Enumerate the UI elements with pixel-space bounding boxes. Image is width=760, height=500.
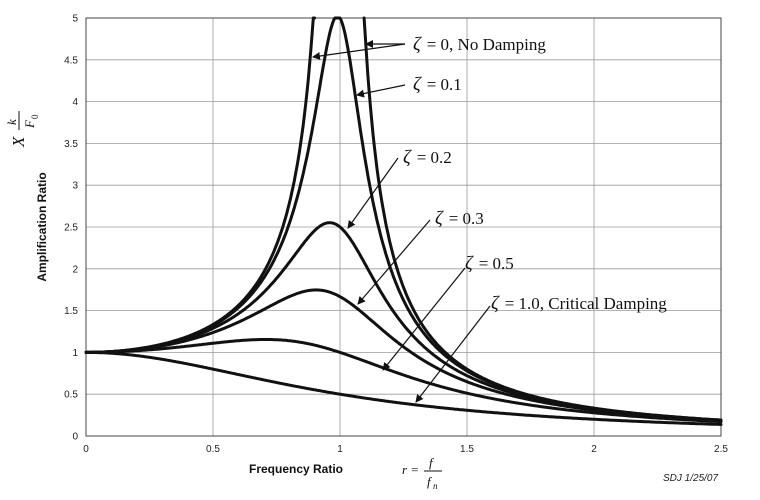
tick-labels: 0 0.5 1 1.5 2 2.5 0 0.5 1 1.5 2 2.5 3 3.5 4 4.5 5 [64,14,728,456]
y-formula-denominator-sub: 0 [30,114,40,119]
series-line-4 [84,338,723,424]
annotation-text: = 0.2 [417,148,452,167]
y-tick-label: 3 [72,181,78,192]
annotation-label-5: ζ = 1.0, Critical Damping [491,293,667,314]
x-tick-label: 1.5 [460,444,474,455]
zeta-symbol: ζ [465,253,474,274]
credit-text: SDJ 1/25/07 [663,473,718,484]
series-line-5 [84,350,723,426]
grid [85,17,722,437]
annotation-text: = 0.1 [427,75,462,94]
annotation-label-3: ζ = 0.3 [435,208,484,229]
x-formula-lhs: r = [402,462,419,477]
annotation-label-0: ζ = 0, No Damping [413,34,546,55]
y-tick-label: 1 [72,348,78,359]
annotation-arrow-5 [415,305,491,403]
x-formula-numerator: f [429,455,435,470]
annotation-arrow-1 [356,84,406,98]
y-tick-label: 0.5 [64,390,78,401]
series-line-1 [84,16,723,422]
x-formula-denominator-sub: n [433,481,438,491]
y-tick-label: 2 [72,264,78,275]
zeta-symbol: ζ [491,293,500,314]
x-axis-title: Frequency Ratio [249,462,343,476]
x-axis-formula: r = f f n [402,455,442,491]
x-tick-label: 2 [591,444,597,455]
zeta-symbol: ζ [403,147,412,168]
annotation-label-2: ζ = 0.2 [403,147,452,168]
annotation-text: = 0, No Damping [427,35,547,54]
annotation-arrows [312,40,491,403]
series-line-2 [84,221,723,422]
y-axis-title: Amplification Ratio [35,172,49,281]
annotation-label-4: ζ = 0.5 [465,253,514,274]
y-formula-numerator: k [4,119,19,125]
zeta-symbol: ζ [413,34,422,55]
annotation-text: = 0.5 [479,254,514,273]
y-formula-prefix: X [9,136,28,148]
annotation-arrow-3 [357,219,431,305]
y-formula-denominator: F [22,119,37,129]
x-tick-label: 0 [83,444,89,455]
x-formula-denominator: f [427,474,433,489]
y-tick-label: 3.5 [64,139,78,150]
y-tick-label: 2.5 [64,223,78,234]
annotation-text: = 0.3 [449,209,484,228]
y-tick-label: 4 [72,97,78,108]
annotation-arrow-0b [312,43,406,60]
series-line-3 [84,288,723,423]
zeta-symbol: ζ [413,74,422,95]
x-tick-label: 0.5 [206,444,220,455]
y-tick-label: 1.5 [64,306,78,317]
zeta-symbol: ζ [435,208,444,229]
annotation-arrow-2 [347,157,399,229]
y-tick-label: 5 [72,14,78,25]
annotations: ζ = 0, No Damping ζ = 0.1 ζ = 0.2 ζ = 0.3 ζ = 0.5… [403,34,667,314]
annotation-text: = 1.0, Critical Damping [505,294,668,313]
plot-frame [85,17,722,437]
y-tick-label: 4.5 [64,55,78,66]
annotation-arrow-4 [382,267,466,371]
x-tick-label: 1 [337,444,343,455]
annotation-label-1: ζ = 0.1 [413,74,462,95]
y-tick-label: 0 [72,432,78,443]
x-tick-label: 2.5 [714,444,728,455]
series-lines [84,16,723,426]
y-axis-formula: X k F 0 [4,111,40,148]
